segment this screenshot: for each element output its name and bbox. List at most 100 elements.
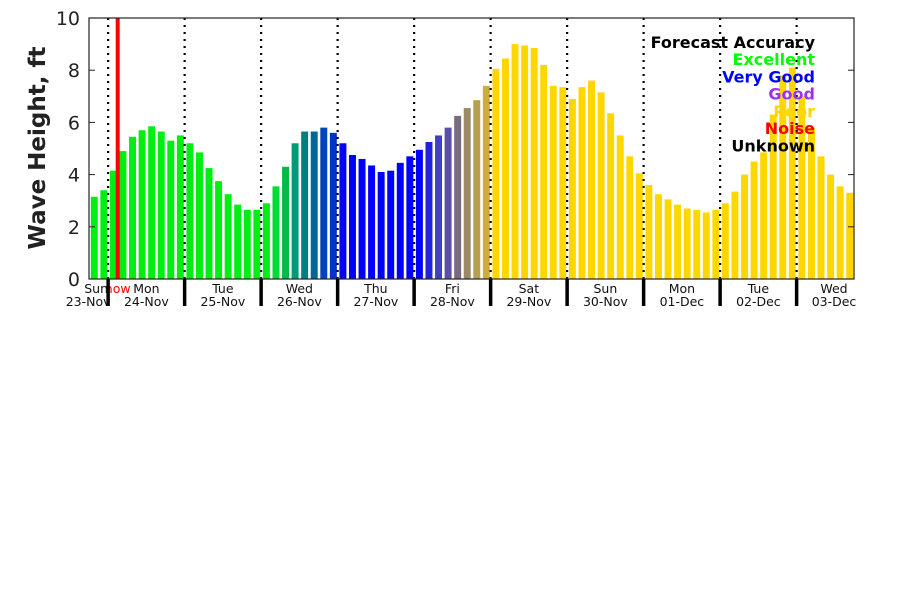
plot-frame [88, 17, 855, 280]
bar [282, 166, 290, 279]
day-label-dow: Wed [820, 281, 847, 296]
bar [721, 203, 729, 279]
bar [750, 161, 758, 279]
y-tick-label: 0 [68, 269, 80, 291]
bar [148, 126, 156, 279]
bar [176, 135, 184, 279]
day-label-dow: Sun [84, 281, 108, 296]
bar [645, 185, 653, 279]
bar [702, 212, 710, 279]
now-marker: now [105, 18, 131, 296]
bar [511, 44, 519, 279]
bars [90, 44, 854, 280]
day-label-dow: Mon [669, 281, 695, 296]
y-tick-label: 10 [56, 8, 80, 30]
legend-entry-unknown: Unknown [731, 137, 815, 156]
bar [310, 131, 318, 279]
bar [157, 131, 165, 279]
bar [741, 174, 749, 279]
bar [654, 194, 662, 279]
bar [779, 75, 787, 279]
bar [186, 143, 194, 279]
bar [626, 156, 634, 279]
y-tick-label: 8 [68, 60, 80, 82]
y-tick-label: 4 [68, 165, 80, 187]
bar [396, 162, 404, 279]
bar [827, 174, 835, 279]
bar [234, 204, 242, 279]
bar [348, 155, 356, 279]
legend-title: Forecast Accuracy [651, 33, 816, 52]
y-axis: 0 2 4 6 8 10 [56, 8, 854, 291]
day-label-date: 26-Nov [277, 294, 322, 309]
bar [501, 58, 509, 279]
bar [195, 152, 203, 279]
bar [368, 165, 376, 279]
bar [444, 127, 452, 280]
bar [635, 173, 643, 279]
bar [119, 151, 127, 279]
legend-entry-excellent: Excellent [733, 50, 816, 69]
bar [253, 209, 261, 279]
bar [712, 209, 720, 279]
bar [473, 100, 481, 279]
day-label-dow: Wed [286, 281, 313, 296]
legend-entry-good: Good [768, 85, 815, 104]
bar [492, 68, 500, 280]
day-label-date: 02-Dec [736, 294, 781, 309]
bar [530, 48, 538, 279]
day-label-date: 24-Nov [124, 294, 169, 309]
bar [788, 67, 796, 279]
bar [339, 143, 347, 279]
bar [435, 135, 443, 279]
bar [262, 203, 270, 279]
bar [521, 45, 529, 279]
legend-entry-noise: Noise [765, 119, 815, 138]
bar [693, 209, 701, 279]
bar [463, 108, 471, 279]
bar [559, 87, 567, 279]
bar [817, 156, 825, 279]
bar [377, 171, 385, 279]
bar [320, 127, 328, 280]
day-label-date: 01-Dec [660, 294, 705, 309]
bar [588, 80, 596, 279]
day-label-date: 23-Nov [66, 294, 111, 309]
day-label-date: 25-Nov [200, 294, 245, 309]
y-tick-label: 6 [68, 112, 80, 134]
bar [616, 135, 624, 279]
bar [836, 186, 844, 279]
bar [205, 168, 213, 279]
bar [597, 92, 605, 279]
bar [846, 192, 854, 279]
bar [807, 127, 815, 280]
day-label-date: 27-Nov [353, 294, 398, 309]
bar [100, 190, 108, 279]
day-label-dow: Tue [747, 281, 770, 296]
bar [454, 115, 462, 279]
bar [272, 186, 280, 279]
bar [224, 194, 232, 279]
bar [731, 191, 739, 279]
bar [138, 130, 146, 279]
bar [387, 170, 395, 279]
bar [607, 113, 615, 279]
day-label-date: 28-Nov [430, 294, 475, 309]
day-separators [107, 18, 798, 279]
bar [415, 149, 423, 279]
legend-entry-very-good: Very Good [722, 67, 815, 86]
bar [129, 136, 137, 279]
y-tick-label: 2 [68, 217, 80, 239]
bar [549, 85, 557, 279]
bar [90, 196, 98, 279]
day-label-date: 30-Nov [583, 294, 628, 309]
day-label-date: 29-Nov [506, 294, 551, 309]
bar [291, 143, 299, 279]
now-label: now [105, 281, 131, 296]
day-label-dow: Sun [593, 281, 617, 296]
bar [167, 140, 175, 279]
bar [109, 170, 117, 279]
bar [243, 209, 251, 279]
